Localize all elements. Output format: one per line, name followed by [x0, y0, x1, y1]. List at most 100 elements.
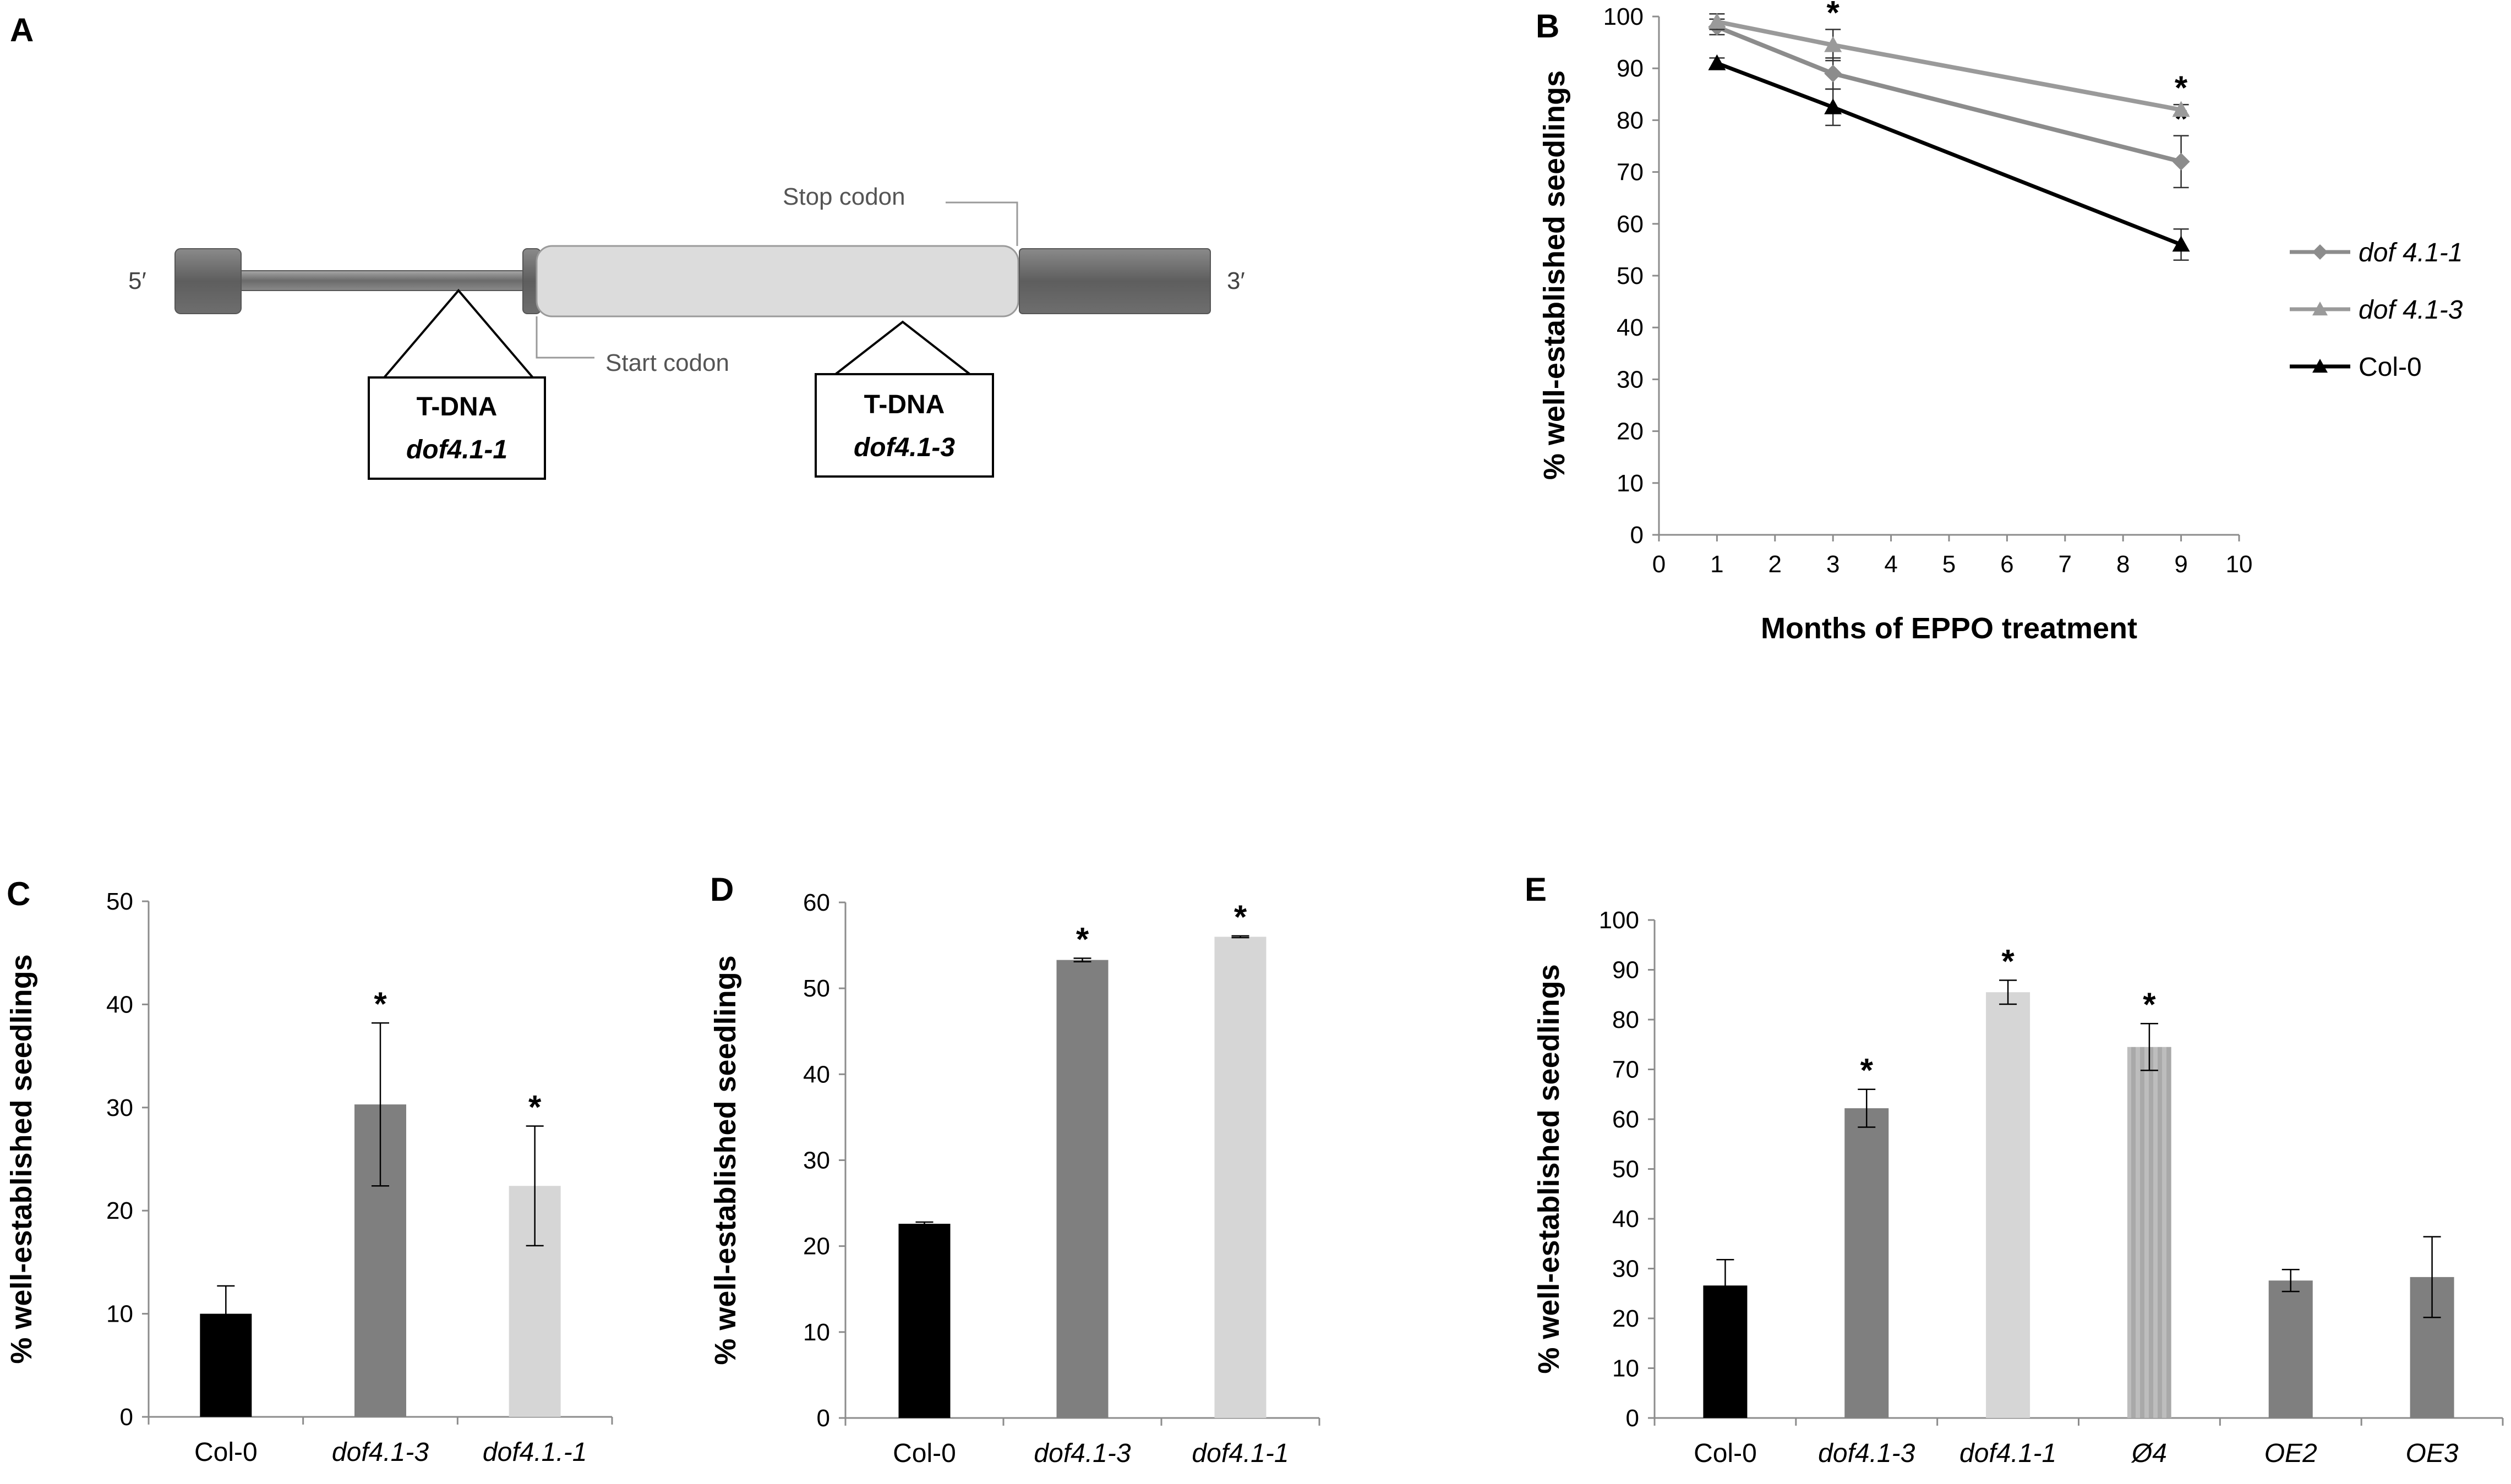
panel-letter-d: D [710, 871, 734, 908]
tdna1-insertion-mark [383, 288, 534, 379]
x-axis-title: Months of EPPO treatment [1761, 612, 2137, 645]
y-tick-label: 20 [1617, 418, 1644, 445]
tdna2-allele: dof4.1-3 [854, 433, 955, 462]
y-axis-title: % well-established seedlings [5, 954, 38, 1363]
tdna2-insertion-mark [834, 320, 971, 375]
data-point [1824, 98, 1842, 114]
y-tick-label: 20 [803, 1233, 830, 1260]
category-label: OE2 [2264, 1439, 2317, 1468]
y-tick-label: 100 [1599, 907, 1639, 934]
y-tick-label: 40 [803, 1061, 830, 1088]
series-line [1716, 25, 2182, 164]
significance-star: * [2001, 943, 2015, 980]
x-tick-label: 0 [1652, 551, 1666, 578]
intron-line [239, 270, 526, 291]
series-line [1716, 61, 2182, 247]
significance-star: * [1827, 0, 1840, 31]
legend-marker [2312, 302, 2328, 316]
x-tick-label: 6 [2000, 551, 2013, 578]
tdna1-label: T-DNA [417, 392, 498, 421]
y-tick-label: 30 [1617, 366, 1644, 393]
series-line [1716, 19, 2182, 112]
bar [898, 1224, 951, 1418]
y-tick-label: 30 [106, 1094, 133, 1121]
series-dof-4-1-1: * [1708, 18, 2190, 189]
y-tick-label: 20 [106, 1197, 133, 1224]
y-tick-label: 50 [1612, 1156, 1639, 1183]
data-point [1708, 54, 1726, 70]
tdna1-box [368, 376, 546, 480]
data-point [1708, 13, 1726, 29]
data-point [2172, 152, 2190, 171]
series-col-0 [1708, 54, 2190, 261]
series-dof-4-1-3: ** [1708, 0, 2190, 117]
y-tick-label: 0 [1630, 522, 1644, 549]
y-axis-title: % well-established seedlings [1532, 964, 1565, 1373]
panel-letter-c: C [7, 875, 30, 912]
exon-3utr [1019, 248, 1211, 314]
three-prime-label: 3′ [1227, 267, 1245, 294]
legend-label: dof 4.1-1 [2359, 238, 2463, 267]
gene-diagram: 5′ 3′ Stop codon Start codon T-DNA dof4.… [128, 183, 1245, 480]
x-tick-label: 9 [2174, 551, 2187, 578]
significance-star: * [2175, 69, 2188, 106]
y-tick-label: 70 [1617, 159, 1644, 186]
y-tick-label: 10 [1617, 470, 1644, 497]
category-label: Col-0 [1694, 1439, 1757, 1468]
line-chart-b: 0 10 20 30 40 50 60 70 80 90 100 0 1 2 3 4 5 6 7 8 9 10 Months… [1538, 0, 2463, 645]
bar-chart-e: 0 10 20 30 40 50 60 70 80 90 100 Col-0 * dof4.1-3 * dof… [1532, 907, 2504, 1468]
y-tick-label: 0 [817, 1405, 830, 1432]
bar [2127, 1047, 2171, 1418]
data-point [2172, 236, 2190, 252]
bar-chart-d: 0 10 20 30 40 50 60 Col-0 * dof4.1-3 * dof4.1-1 % we… [709, 889, 1320, 1468]
coding-exon [536, 245, 1019, 317]
y-tick-label: 60 [1617, 211, 1644, 238]
bar [1056, 960, 1109, 1418]
x-tick-label: 4 [1884, 551, 1897, 578]
significance-star: * [374, 985, 387, 1022]
x-tick-label: 3 [1826, 551, 1839, 578]
stop-codon-label: Stop codon [783, 183, 905, 210]
legend-label: Col-0 [2359, 353, 2422, 382]
legend-marker [2312, 359, 2328, 373]
category-label: dof4.1-1 [1959, 1439, 2056, 1468]
y-tick-label: 80 [1617, 107, 1644, 134]
stop-codon-leader [946, 201, 1018, 246]
y-tick-label: 10 [1612, 1355, 1639, 1382]
bar [1214, 937, 1267, 1418]
bar-chart-c: 0 10 20 30 40 50 Col-0 * dof4.1-3 * dof4.1.-1 % wel… [5, 888, 613, 1467]
significance-star: * [528, 1089, 542, 1126]
y-tick-label: 0 [120, 1404, 133, 1431]
legend: dof 4.1-1 dof 4.1-3 Col-0 [2290, 238, 2463, 382]
category-label: dof4.1-3 [1034, 1439, 1131, 1468]
x-tick-label: 2 [1768, 551, 1782, 578]
y-tick-label: 50 [106, 888, 133, 915]
x-tick-label: 8 [2116, 551, 2130, 578]
y-tick-label: 50 [1617, 262, 1644, 289]
exon-5utr [174, 248, 242, 314]
bar [2268, 1280, 2313, 1418]
y-tick-label: 0 [1626, 1405, 1639, 1432]
category-label: Ø4 [2131, 1439, 2167, 1468]
significance-star: * [2143, 986, 2156, 1023]
x-tick-label: 1 [1710, 551, 1723, 578]
legend-label: dof 4.1-3 [2359, 295, 2463, 325]
data-point [1824, 36, 1842, 52]
tdna1-allele: dof4.1-1 [406, 435, 507, 464]
y-tick-label: 90 [1617, 55, 1644, 82]
y-tick-label: 20 [1612, 1305, 1639, 1332]
y-tick-label: 40 [1617, 314, 1644, 341]
y-tick-label: 40 [1612, 1206, 1639, 1233]
category-label: dof4.1-3 [332, 1438, 429, 1467]
y-tick-label: 100 [1603, 3, 1644, 30]
five-prime-label: 5′ [128, 267, 146, 294]
y-tick-label: 30 [803, 1147, 830, 1174]
y-tick-label: 80 [1612, 1006, 1639, 1033]
x-tick-label: 7 [2059, 551, 2072, 578]
y-axis-title: % well-established seedlings [709, 955, 742, 1365]
panel-letter-a: A [10, 12, 34, 48]
y-tick-label: 10 [803, 1319, 830, 1346]
y-tick-label: 50 [803, 975, 830, 1002]
y-tick-label: 60 [803, 889, 830, 916]
start-codon-label: Start codon [605, 349, 729, 376]
